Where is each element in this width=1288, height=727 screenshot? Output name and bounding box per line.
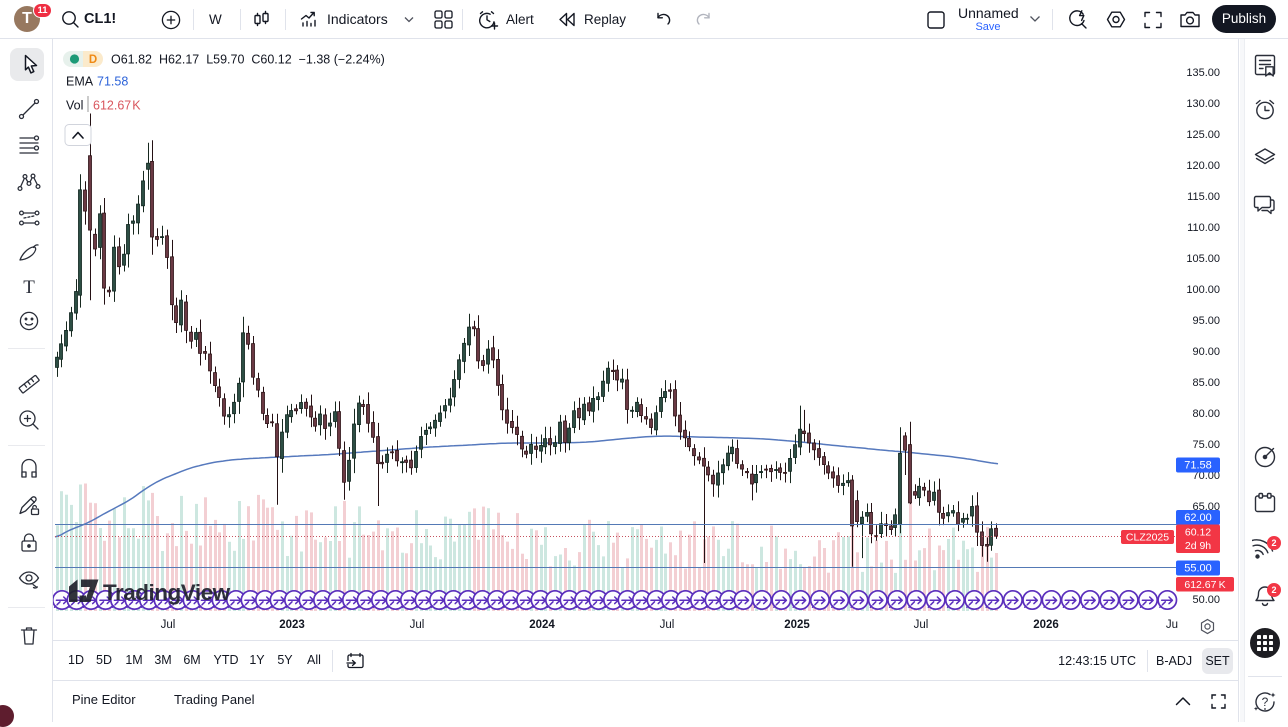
svg-text:O61.82 H62.17 L59.70 C60.12: O61.82 H62.17 L59.70 C60.12 −1.38 (−2.24… bbox=[111, 52, 385, 66]
svg-text:105.00: 105.00 bbox=[1186, 253, 1220, 265]
svg-text:70.00: 70.00 bbox=[1192, 470, 1220, 482]
svg-text:60.12: 60.12 bbox=[1185, 526, 1211, 538]
svg-text:110.00: 110.00 bbox=[1187, 222, 1220, 234]
svg-text:90.00: 90.00 bbox=[1192, 346, 1220, 358]
svg-text:62.00: 62.00 bbox=[1184, 512, 1212, 524]
svg-text:71.58: 71.58 bbox=[97, 75, 128, 89]
svg-text:CLZ2025: CLZ2025 bbox=[1126, 532, 1169, 544]
svg-text:120.00: 120.00 bbox=[1186, 160, 1220, 172]
svg-text:115.00: 115.00 bbox=[1187, 191, 1220, 203]
svg-text:95.00: 95.00 bbox=[1192, 315, 1220, 327]
svg-text:50.00: 50.00 bbox=[1192, 594, 1220, 606]
svg-text:75.00: 75.00 bbox=[1192, 439, 1220, 451]
svg-text:D: D bbox=[89, 54, 97, 66]
svg-text:TradingView: TradingView bbox=[103, 580, 231, 605]
svg-text:135.00: 135.00 bbox=[1186, 67, 1220, 79]
svg-text:T: T bbox=[23, 277, 35, 298]
svg-text:100.00: 100.00 bbox=[1186, 284, 1220, 296]
svg-text:EMA: EMA bbox=[66, 75, 94, 89]
svg-text:?: ? bbox=[1262, 695, 1269, 709]
svg-text:2d 9h: 2d 9h bbox=[1185, 540, 1211, 552]
svg-text:Vol: Vol bbox=[66, 99, 83, 113]
svg-text:612.67 K: 612.67 K bbox=[93, 99, 141, 113]
svg-text:130.00: 130.00 bbox=[1186, 98, 1220, 110]
svg-text:65.00: 65.00 bbox=[1192, 501, 1220, 513]
svg-text:85.00: 85.00 bbox=[1192, 377, 1220, 389]
svg-text:612.67 K: 612.67 K bbox=[1184, 579, 1225, 591]
svg-text:55.00: 55.00 bbox=[1184, 563, 1212, 575]
svg-text:71.58: 71.58 bbox=[1184, 460, 1212, 472]
svg-text:80.00: 80.00 bbox=[1192, 408, 1220, 420]
svg-text:125.00: 125.00 bbox=[1186, 129, 1220, 141]
